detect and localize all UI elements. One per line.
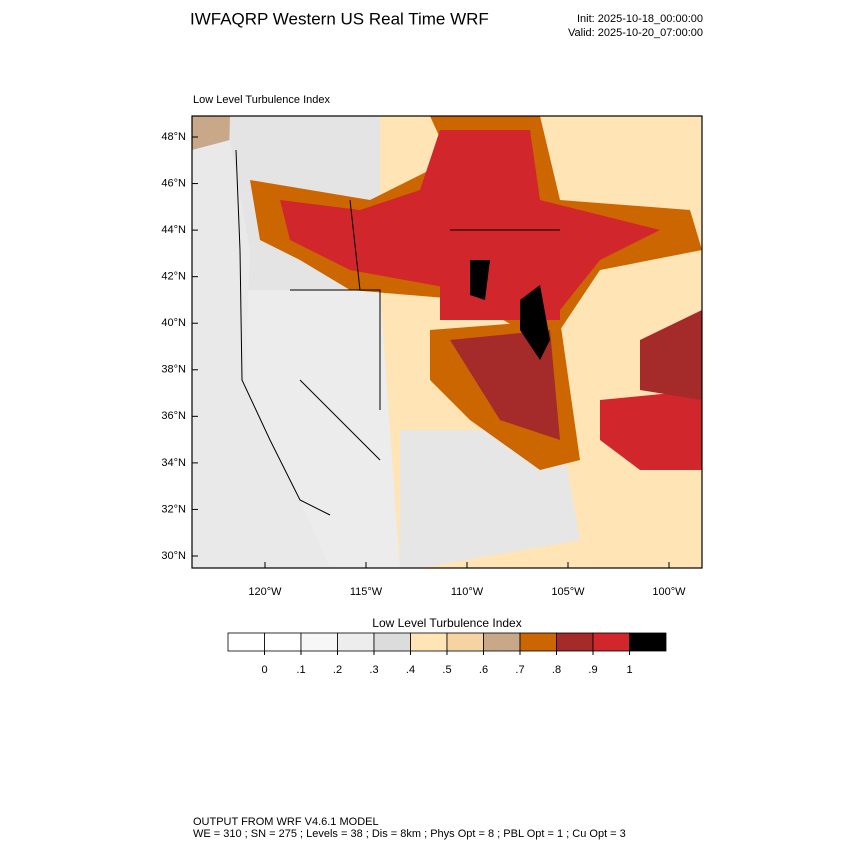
colorbar-title: Low Level Turbulence Index	[372, 616, 521, 630]
init-time: Init: 2025-10-18_00:00:00	[577, 13, 703, 25]
map-ticks: 30°N 32°N 34°N 36°N 38°N 40°N 42°N 44°N 46°N 48°N…	[161, 131, 686, 598]
colorbar-box	[446, 632, 484, 652]
lon-tick-label: 105°W	[551, 586, 585, 598]
lon-tick-label: 100°W	[652, 586, 686, 598]
colorbar-box	[629, 632, 667, 652]
colorbar-box	[300, 632, 338, 652]
lat-tick-label: 40°N	[161, 317, 186, 329]
colorbar-tick-label: .6	[479, 664, 488, 676]
colorbar-box	[592, 632, 630, 652]
colorbar: 0 .1 .2 .3 .4 .5 .6 .7 .8 .9 1	[227, 632, 667, 676]
colorbar-tick-label: .5	[442, 664, 451, 676]
lon-tick-label: 120°W	[248, 586, 282, 598]
colorbar-tick-label: .7	[515, 664, 524, 676]
lat-tick-label: 36°N	[161, 410, 186, 422]
colorbar-box	[227, 632, 265, 652]
lat-tick-label: 44°N	[161, 224, 186, 236]
lon-tick-label: 110°W	[451, 586, 484, 598]
title: IWFAQRP Western US Real Time WRF	[190, 9, 489, 28]
colorbar-tick-label: 1	[626, 664, 632, 676]
colorbar-box	[519, 632, 557, 652]
valid-time: Valid: 2025-10-20_07:00:00	[568, 27, 703, 39]
map-field	[192, 116, 702, 568]
colorbar-tick-label: .1	[296, 664, 305, 676]
colorbar-box	[373, 632, 411, 652]
lon-tick-label: 115°W	[350, 586, 383, 598]
colorbar-box	[556, 632, 594, 652]
lat-tick-label: 34°N	[161, 457, 186, 469]
colorbar-tick-label: .4	[406, 664, 415, 676]
colorbar-box	[337, 632, 375, 652]
map-subtitle: Low Level Turbulence Index	[193, 94, 330, 106]
lat-tick-label: 30°N	[161, 550, 186, 562]
colorbar-box	[264, 632, 302, 652]
colorbar-tick-label: 0	[261, 664, 267, 676]
colorbar-box	[483, 632, 521, 652]
colorbar-tick-label: .8	[552, 664, 561, 676]
colorbar-tick-label: .9	[588, 664, 597, 676]
lat-tick-label: 42°N	[161, 271, 186, 283]
lat-tick-label: 46°N	[161, 177, 186, 189]
colorbar-tick-label: .2	[333, 664, 342, 676]
lat-tick-label: 48°N	[161, 131, 186, 143]
colorbar-tick-label: .3	[369, 664, 378, 676]
footer-line: WE = 310 ; SN = 275 ; Levels = 38 ; Dis …	[193, 828, 626, 840]
lat-tick-label: 32°N	[161, 503, 186, 515]
map-frame	[191, 115, 703, 569]
lat-tick-label: 38°N	[161, 364, 186, 376]
colorbar-box	[410, 632, 448, 652]
footer-line: OUTPUT FROM WRF V4.6.1 MODEL	[193, 816, 379, 828]
